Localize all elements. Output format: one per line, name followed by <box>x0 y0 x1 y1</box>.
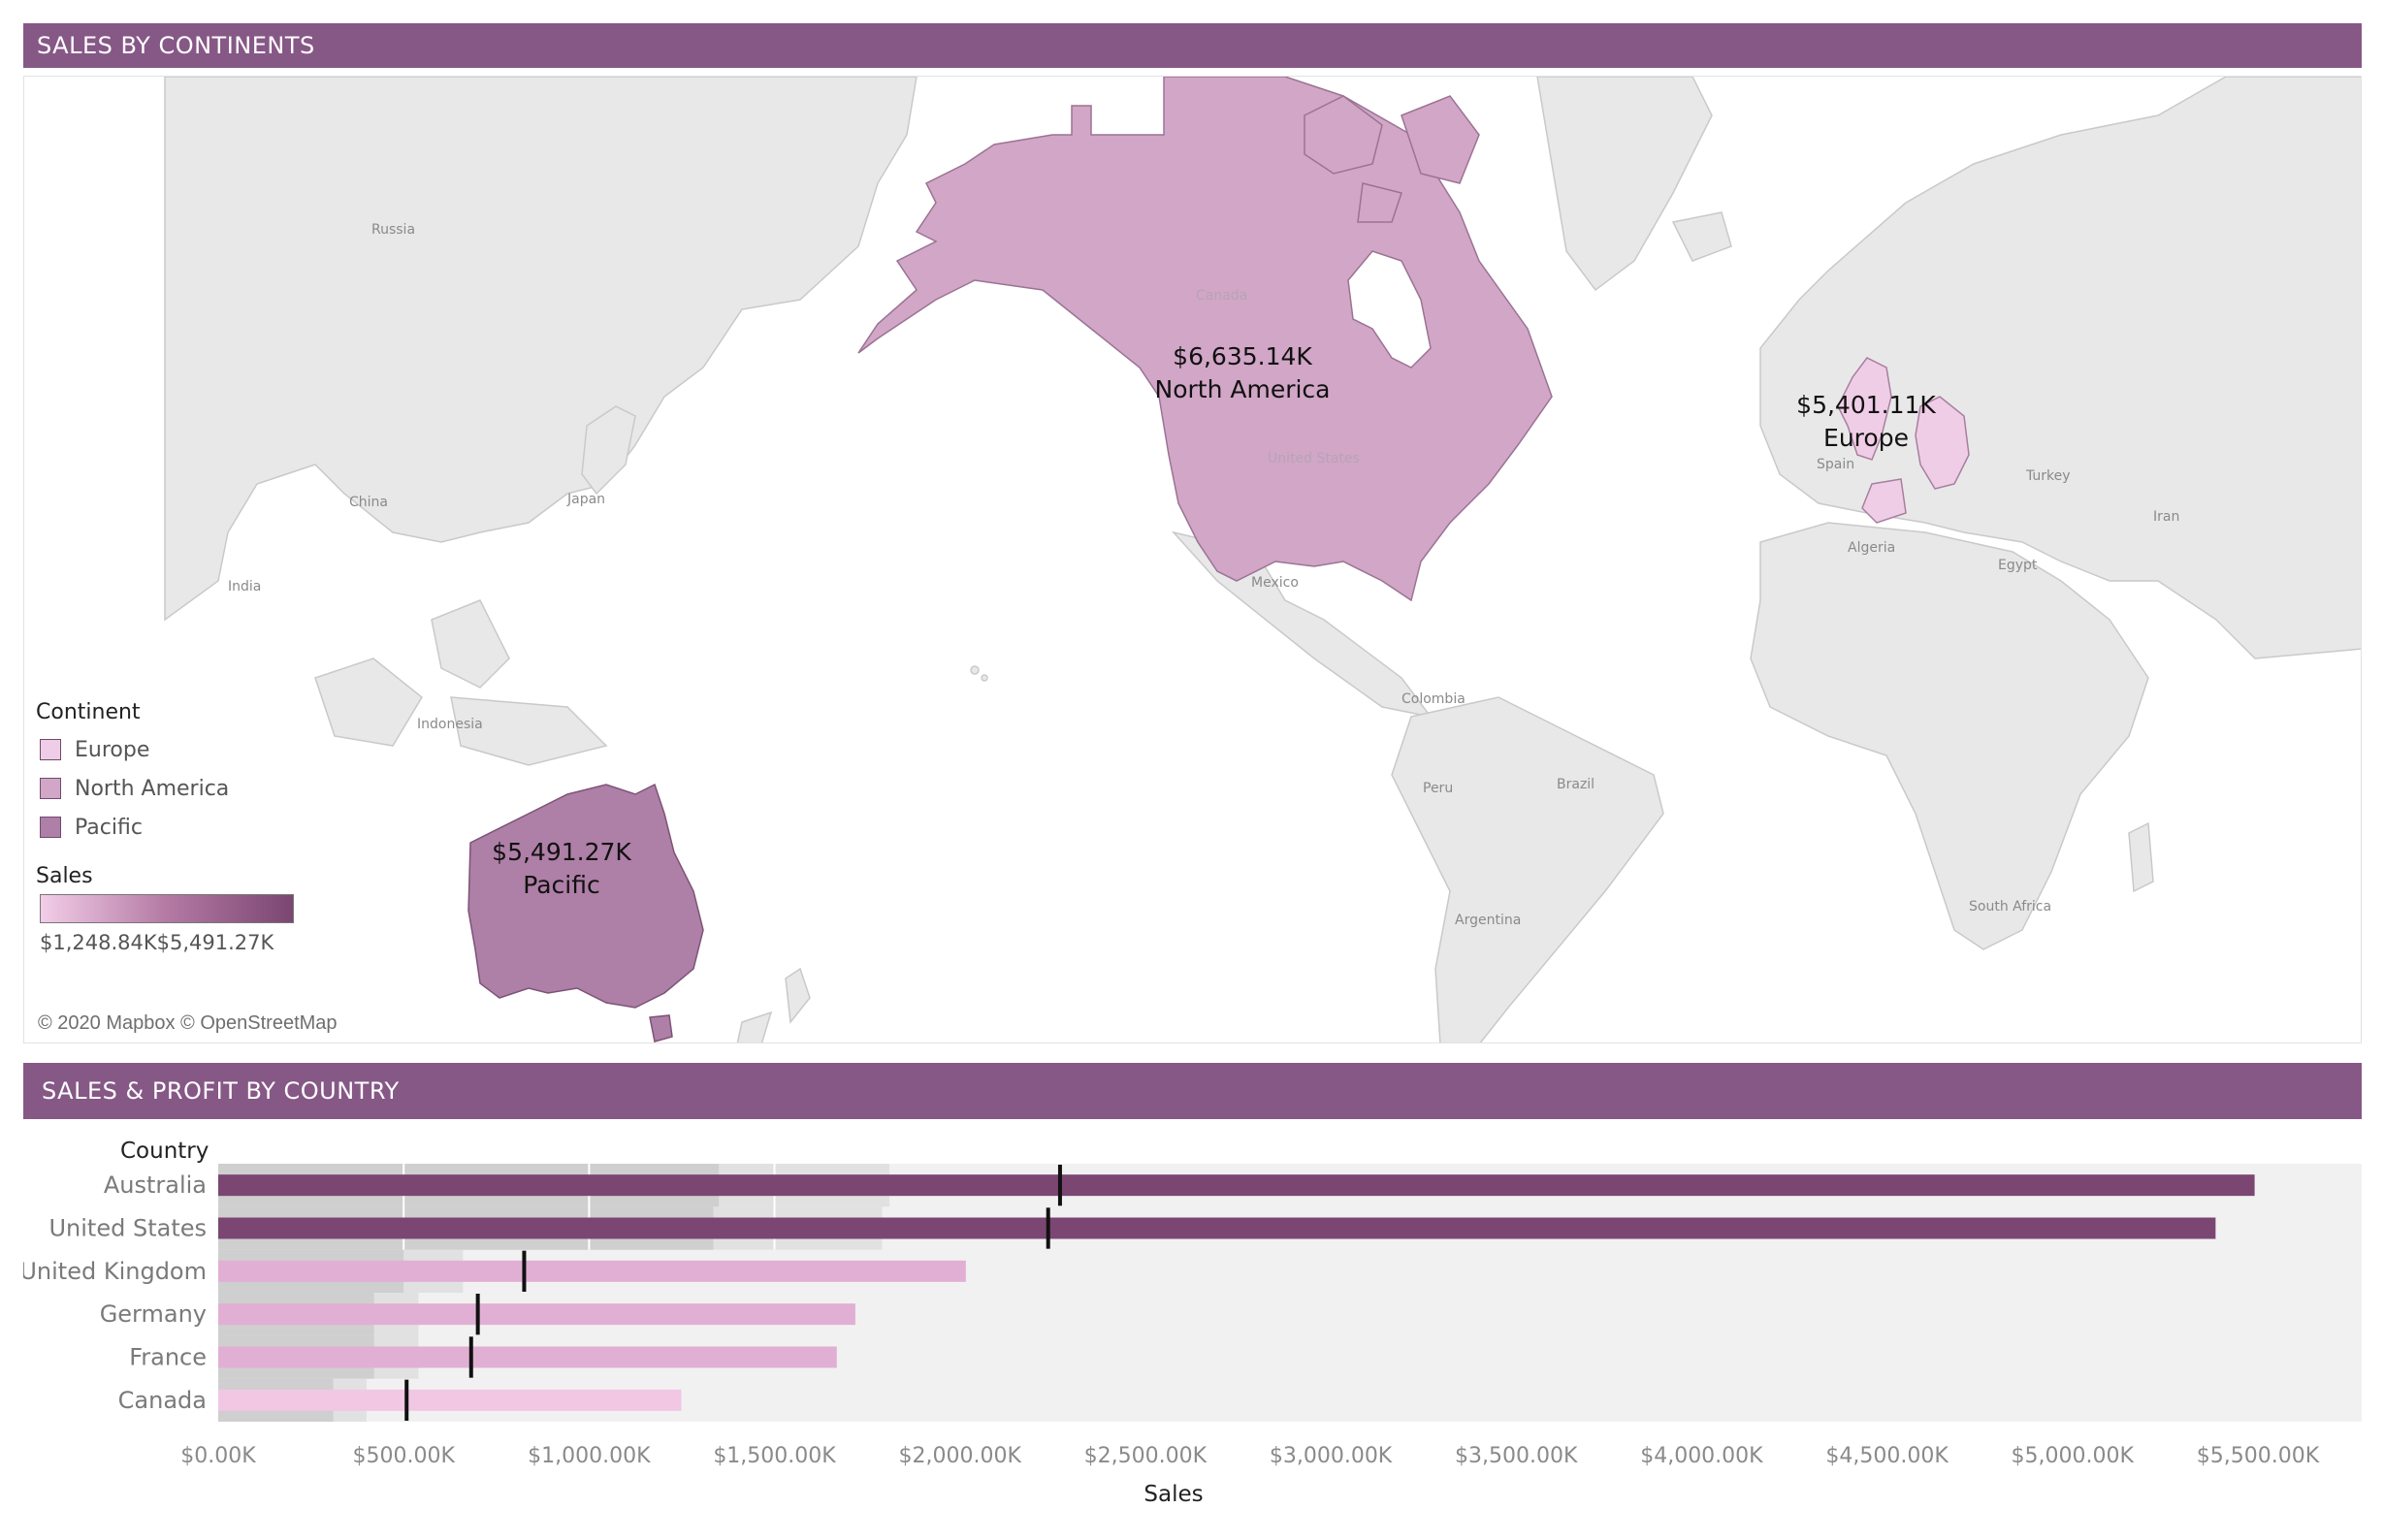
country-label: United States <box>48 1215 207 1242</box>
x-tick-label: $3,500.00K <box>1455 1444 1578 1468</box>
legend-swatch <box>40 778 61 799</box>
category-labels: Australia United States United Kingdom Germ… <box>23 1171 207 1414</box>
base-land <box>164 77 2361 1043</box>
map-credit[interactable]: © 2020 Mapbox © OpenStreetMap <box>38 1012 338 1034</box>
place-japan: Japan <box>566 492 605 507</box>
place-india: India <box>228 579 261 594</box>
legend-swatch <box>40 817 61 838</box>
reference-mark <box>475 1294 480 1335</box>
x-axis-ticks: $0.00K $500.00K $1,000.00K $1,500.00K $2,000… <box>180 1444 2319 1468</box>
sales-max-label: $5,491.27K <box>156 931 274 954</box>
region-pacific-tasmania <box>649 1014 673 1043</box>
country-label: Canada <box>118 1387 207 1414</box>
place-south-africa: South Africa <box>1969 899 2051 914</box>
region-label-pacific: $5,491.27K Pacific <box>492 838 631 899</box>
continent-legend-title: Continent <box>36 700 141 724</box>
x-tick-label: $4,500.00K <box>1825 1444 1949 1468</box>
country-label: France <box>129 1344 207 1371</box>
region-name: Europe <box>1823 424 1909 452</box>
legend-item-north-america[interactable]: North America <box>36 769 229 808</box>
x-tick-label: $2,000.00K <box>899 1444 1022 1468</box>
region-pacific[interactable] <box>467 783 704 1009</box>
sales-legend: Sales $1,248.84K $5,491.27K <box>36 864 294 954</box>
x-tick-label: $0.00K <box>180 1444 256 1468</box>
reference-mark <box>468 1336 473 1378</box>
place-indonesia: Indonesia <box>417 717 483 732</box>
bar-chart-svg: Country Australia United States United Kin… <box>23 1139 2362 1507</box>
place-egypt: Egypt <box>1998 558 2038 573</box>
place-colombia: Colombia <box>1401 691 1466 707</box>
region-europe[interactable] <box>1837 357 1970 524</box>
x-tick-label: $5,000.00K <box>2012 1444 2135 1468</box>
bar-australia[interactable] <box>218 1174 2255 1197</box>
x-tick-label: $4,000.00K <box>1640 1444 1763 1468</box>
x-tick-label: $5,500.00K <box>2197 1444 2320 1468</box>
region-value: $5,401.11K <box>1796 391 1936 419</box>
country-label: United Kingdom <box>23 1258 207 1285</box>
reference-mark <box>1057 1165 1062 1206</box>
x-tick-label: $2,500.00K <box>1084 1444 1208 1468</box>
continent-legend: Continent Europe North America Pacific <box>36 700 229 847</box>
bar-germany[interactable] <box>218 1303 855 1326</box>
bars <box>218 1174 2255 1411</box>
legend-item-pacific[interactable]: Pacific <box>36 808 229 847</box>
reference-mark <box>522 1250 527 1292</box>
continent-map[interactable]: Russia China Japan India Indonesia Canad… <box>23 76 2362 1043</box>
country-label: Australia <box>104 1171 207 1199</box>
bar-section-header: SALES & PROFIT BY COUNTRY <box>23 1063 2362 1119</box>
place-mexico: Mexico <box>1251 575 1299 591</box>
sales-profit-chart: Country Australia United States United Kin… <box>23 1125 2362 1532</box>
hudson-bay <box>1347 250 1432 369</box>
place-canada: Canada <box>1196 288 1247 304</box>
x-tick-label: $3,000.00K <box>1270 1444 1393 1468</box>
reference-mark <box>404 1379 409 1421</box>
country-column-header: Country <box>120 1139 209 1164</box>
x-tick-label: $500.00K <box>352 1444 455 1468</box>
x-tick-label: $1,500.00K <box>713 1444 836 1468</box>
bar-canada[interactable] <box>218 1389 682 1411</box>
sales-gradient-bar <box>40 894 294 923</box>
region-label-north-america: $6,635.14K North America <box>1155 342 1331 403</box>
bar-france[interactable] <box>218 1346 837 1368</box>
place-china: China <box>349 495 388 510</box>
arctic-islands <box>1304 95 1480 223</box>
legend-item-label: North America <box>75 776 230 801</box>
bar-united-states[interactable] <box>218 1217 2216 1239</box>
reference-marks <box>404 1165 1062 1421</box>
place-united-states: United States <box>1268 451 1360 466</box>
x-axis-title: Sales <box>1144 1482 1203 1507</box>
place-spain: Spain <box>1817 457 1854 472</box>
place-brazil: Brazil <box>1557 777 1595 792</box>
country-label: Germany <box>100 1300 207 1328</box>
place-iran: Iran <box>2153 509 2179 525</box>
legend-swatch <box>40 739 61 760</box>
region-name: North America <box>1155 375 1331 403</box>
map-canvas[interactable]: Russia China Japan India Indonesia Canad… <box>24 77 2362 1043</box>
bar-section-title: SALES & PROFIT BY COUNTRY <box>42 1077 400 1105</box>
sales-gradient-labels: $1,248.84K $5,491.27K <box>40 931 294 954</box>
region-value: $6,635.14K <box>1173 342 1312 370</box>
sales-min-label: $1,248.84K <box>40 931 157 954</box>
place-turkey: Turkey <box>2025 468 2071 484</box>
region-label-europe: $5,401.11K Europe <box>1796 391 1936 452</box>
legend-item-label: Pacific <box>75 815 143 840</box>
region-name: Pacific <box>523 871 599 899</box>
place-names: Russia China Japan India Indonesia Canad… <box>228 222 2179 928</box>
place-algeria: Algeria <box>1848 540 1895 556</box>
sales-legend-title: Sales <box>36 864 93 888</box>
region-value: $5,491.27K <box>492 838 631 866</box>
place-russia: Russia <box>371 222 415 238</box>
legend-item-label: Europe <box>75 737 150 762</box>
legend-item-europe[interactable]: Europe <box>36 730 229 769</box>
bar-united-kingdom[interactable] <box>218 1260 966 1282</box>
place-argentina: Argentina <box>1455 913 1521 928</box>
x-tick-label: $1,000.00K <box>528 1444 651 1468</box>
reference-mark <box>1046 1207 1050 1249</box>
place-peru: Peru <box>1423 781 1453 796</box>
map-section-header: SALES BY CONTINENTS <box>23 23 2362 68</box>
map-section-title: SALES BY CONTINENTS <box>37 32 315 59</box>
